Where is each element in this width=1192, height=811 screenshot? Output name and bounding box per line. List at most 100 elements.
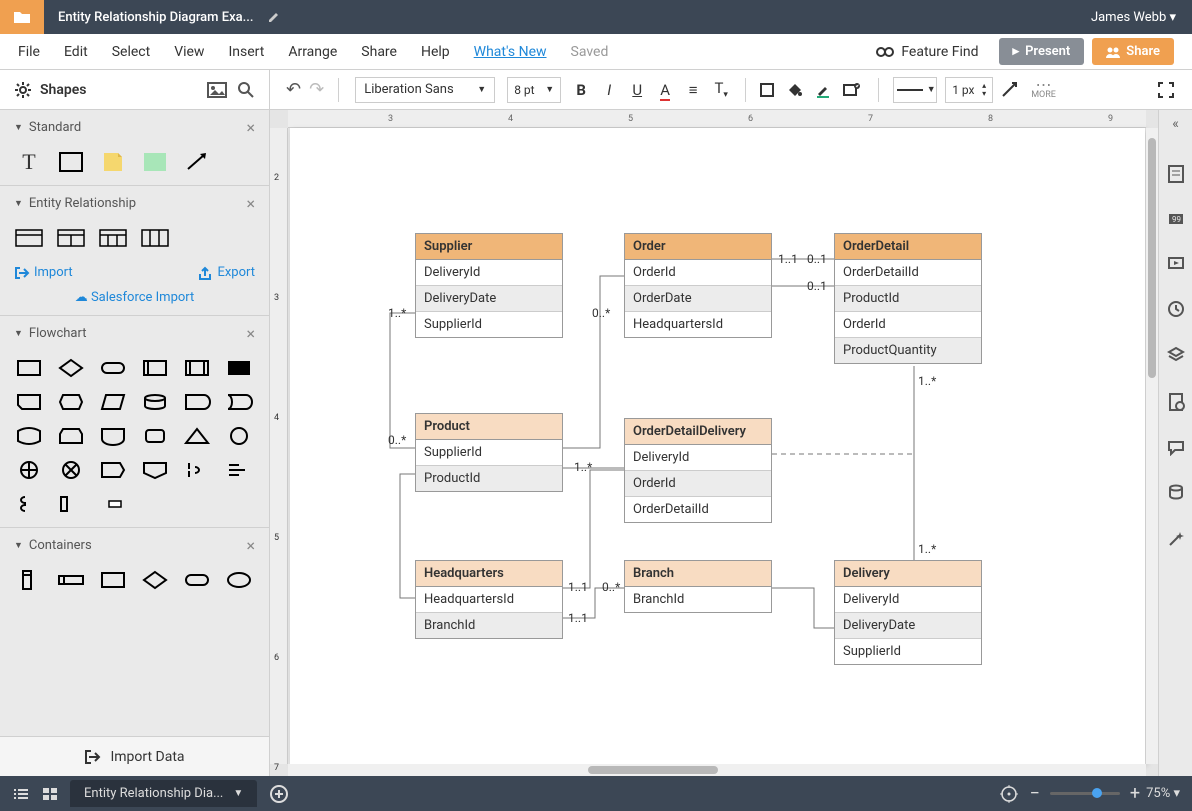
flowchart-shape[interactable]: [182, 357, 212, 379]
zoom-slider[interactable]: [1050, 792, 1120, 795]
entity-header[interactable]: Headquarters: [416, 561, 562, 587]
shape-arrow[interactable]: [182, 151, 212, 173]
redo-button[interactable]: ↷: [309, 79, 324, 100]
border-color-button[interactable]: [815, 82, 837, 98]
close-icon[interactable]: ×: [246, 536, 255, 555]
erd-entity[interactable]: ProductSupplierIdProductId: [415, 413, 563, 492]
chat-icon[interactable]: [1167, 440, 1185, 456]
gear-icon[interactable]: [14, 81, 32, 99]
shape-rect[interactable]: [56, 151, 86, 173]
magic-icon[interactable]: [1167, 530, 1185, 548]
panel-containers[interactable]: ▼Containers×: [0, 528, 269, 563]
outline-icon[interactable]: [12, 787, 30, 801]
italic-button[interactable]: I: [598, 81, 620, 99]
entity-field[interactable]: DeliveryDate: [835, 613, 981, 639]
page-icon[interactable]: [1167, 164, 1185, 184]
entity-field[interactable]: DeliveryId: [416, 260, 562, 286]
shape-text[interactable]: T: [14, 151, 44, 173]
entity-field[interactable]: OrderDate: [625, 286, 771, 312]
flowchart-shape[interactable]: [56, 493, 86, 515]
add-page-button[interactable]: [269, 784, 289, 804]
menu-help[interactable]: Help: [421, 44, 450, 60]
menu-file[interactable]: File: [18, 44, 40, 60]
flowchart-shape[interactable]: [224, 459, 254, 481]
erd-entity[interactable]: DeliveryDeliveryIdDeliveryDateSupplierId: [834, 560, 982, 665]
erd-entity[interactable]: BranchBranchId: [624, 560, 772, 613]
shape-erd4[interactable]: [140, 227, 170, 249]
menu-view[interactable]: View: [174, 44, 204, 60]
entity-field[interactable]: DeliveryDate: [416, 286, 562, 312]
canvas-page[interactable]: SupplierDeliveryIdDeliveryDateSupplierId…: [290, 128, 1145, 764]
shape-erd3[interactable]: [98, 227, 128, 249]
entity-field[interactable]: OrderDetailId: [835, 260, 981, 286]
scrollbar-horizontal[interactable]: [288, 764, 1146, 776]
container-shape[interactable]: [14, 569, 44, 591]
flowchart-shape[interactable]: [224, 425, 254, 447]
flowchart-shape[interactable]: [182, 425, 212, 447]
pencil-icon[interactable]: [267, 10, 281, 24]
erd-entity[interactable]: OrderOrderIdOrderDateHeadquartersId: [624, 233, 772, 338]
entity-field[interactable]: SupplierId: [835, 639, 981, 664]
more-button[interactable]: ⋯MORE: [1031, 80, 1056, 100]
menu-insert[interactable]: Insert: [228, 44, 264, 60]
undo-button[interactable]: ↶: [286, 79, 301, 100]
flowchart-shape[interactable]: [140, 391, 170, 413]
salesforce-link[interactable]: ☁ Salesforce Import: [0, 290, 269, 315]
panel-entity-rel[interactable]: ▼Entity Relationship×: [0, 186, 269, 221]
erd-entity[interactable]: OrderDetailOrderDetailIdProductIdOrderId…: [834, 233, 982, 364]
close-icon[interactable]: ×: [246, 324, 255, 343]
layers-icon[interactable]: [1167, 346, 1185, 364]
entity-header[interactable]: Supplier: [416, 234, 562, 260]
container-shape[interactable]: [140, 569, 170, 591]
line-width-select[interactable]: 1 px▴▾: [945, 77, 993, 103]
entity-field[interactable]: SupplierId: [416, 312, 562, 337]
shape-erd2[interactable]: [56, 227, 86, 249]
shape-outline-button[interactable]: [759, 82, 781, 98]
entity-field[interactable]: OrderId: [625, 471, 771, 497]
flowchart-shape[interactable]: [14, 459, 44, 481]
folder-icon[interactable]: [0, 0, 44, 34]
page-tab[interactable]: Entity Relationship Dia...▼: [70, 780, 257, 807]
entity-header[interactable]: Delivery: [835, 561, 981, 587]
entity-field[interactable]: OrderId: [625, 260, 771, 286]
entity-field[interactable]: OrderDetailId: [625, 497, 771, 522]
zoom-in[interactable]: +: [1130, 783, 1140, 804]
fullscreen-button[interactable]: [1158, 82, 1174, 98]
flowchart-shape[interactable]: [224, 357, 254, 379]
close-icon[interactable]: ×: [246, 194, 255, 213]
flowchart-shape[interactable]: [98, 391, 128, 413]
flowchart-shape[interactable]: [182, 459, 212, 481]
flowchart-shape[interactable]: [140, 425, 170, 447]
zoom-percent[interactable]: 75% ▾: [1146, 786, 1180, 801]
shape-note[interactable]: [98, 151, 128, 173]
data-icon[interactable]: [1167, 392, 1185, 412]
container-shape[interactable]: [98, 569, 128, 591]
flowchart-shape[interactable]: [14, 357, 44, 379]
underline-button[interactable]: U: [626, 81, 648, 99]
entity-field[interactable]: BranchId: [625, 587, 771, 612]
entity-field[interactable]: DeliveryId: [625, 445, 771, 471]
bold-button[interactable]: B: [570, 81, 592, 99]
shape-options-button[interactable]: [843, 82, 865, 98]
shape-block[interactable]: [140, 151, 170, 173]
entity-header[interactable]: Order: [625, 234, 771, 260]
present-button[interactable]: ▸Present: [999, 38, 1085, 65]
entity-header[interactable]: OrderDetailDelivery: [625, 419, 771, 445]
flowchart-shape[interactable]: [14, 493, 44, 515]
share-button[interactable]: Share: [1092, 38, 1174, 65]
history-icon[interactable]: [1167, 300, 1185, 318]
container-shape[interactable]: [56, 569, 86, 591]
text-style-button[interactable]: T▾: [710, 79, 732, 100]
flowchart-shape[interactable]: [182, 391, 212, 413]
entity-header[interactable]: Product: [416, 414, 562, 440]
import-data-button[interactable]: Import Data: [0, 736, 269, 776]
menu-whats-new[interactable]: What's New: [474, 44, 547, 60]
entity-field[interactable]: DeliveryId: [835, 587, 981, 613]
flowchart-shape[interactable]: [56, 425, 86, 447]
flowchart-shape[interactable]: [56, 357, 86, 379]
import-link[interactable]: Import: [14, 265, 73, 280]
flowchart-shape[interactable]: [224, 391, 254, 413]
entity-field[interactable]: BranchId: [416, 613, 562, 638]
entity-header[interactable]: OrderDetail: [835, 234, 981, 260]
comment-icon[interactable]: 99: [1167, 212, 1185, 228]
